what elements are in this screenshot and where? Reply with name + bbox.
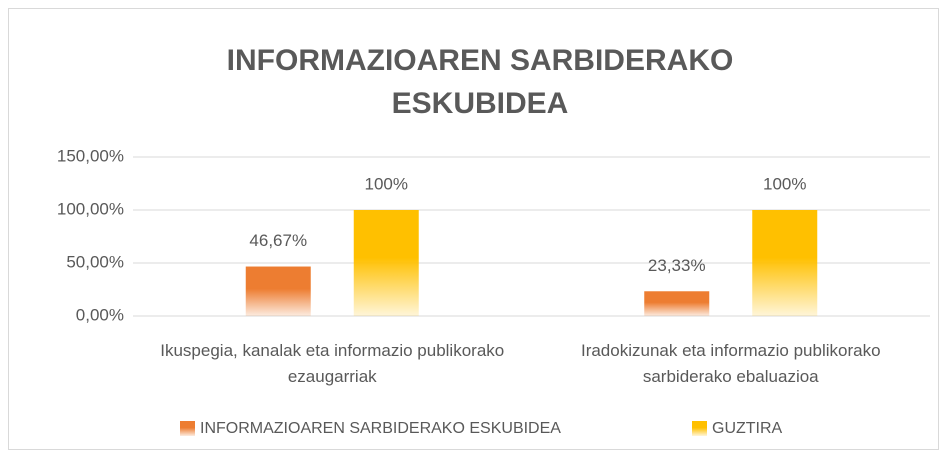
chart-title: INFORMAZIOAREN SARBIDERAKO ESKUBIDEA xyxy=(227,44,734,120)
x-tick-label: Ikuspegia, kanalak eta informazio publik… xyxy=(160,341,504,386)
text-line: ESKUBIDEA xyxy=(392,87,569,120)
bar xyxy=(353,210,419,316)
x-tick-label: Iradokizunak eta informazio publikorako s… xyxy=(581,341,881,386)
legend-label: INFORMAZIOAREN SARBIDERAKO ESKUBIDEA xyxy=(200,420,561,437)
y-tick-label: 100,00% xyxy=(57,199,124,218)
legend-swatch xyxy=(180,421,195,436)
data-label: 23,33% xyxy=(648,256,706,275)
text-line: Ikuspegia, kanalak eta informazio publik… xyxy=(160,341,504,360)
bar xyxy=(644,291,710,316)
y-tick-label: 50,00% xyxy=(66,252,124,271)
y-tick-label: 0,00% xyxy=(76,305,124,324)
data-label: 100% xyxy=(763,174,806,193)
y-tick-label: 150,00% xyxy=(57,146,124,165)
legend-label: GUZTIRA xyxy=(712,420,783,437)
text-line: Iradokizunak eta informazio publikorako xyxy=(581,341,881,360)
text-line: sarbiderako ebaluazioa xyxy=(643,367,819,386)
bar xyxy=(245,266,311,316)
text-line: INFORMAZIOAREN SARBIDERAKO xyxy=(227,44,734,77)
data-label: 100% xyxy=(365,174,408,193)
text-line: ezaugarriak xyxy=(288,367,377,386)
legend-swatch xyxy=(692,421,707,436)
bar xyxy=(752,210,818,316)
data-label: 46,67% xyxy=(249,231,307,250)
